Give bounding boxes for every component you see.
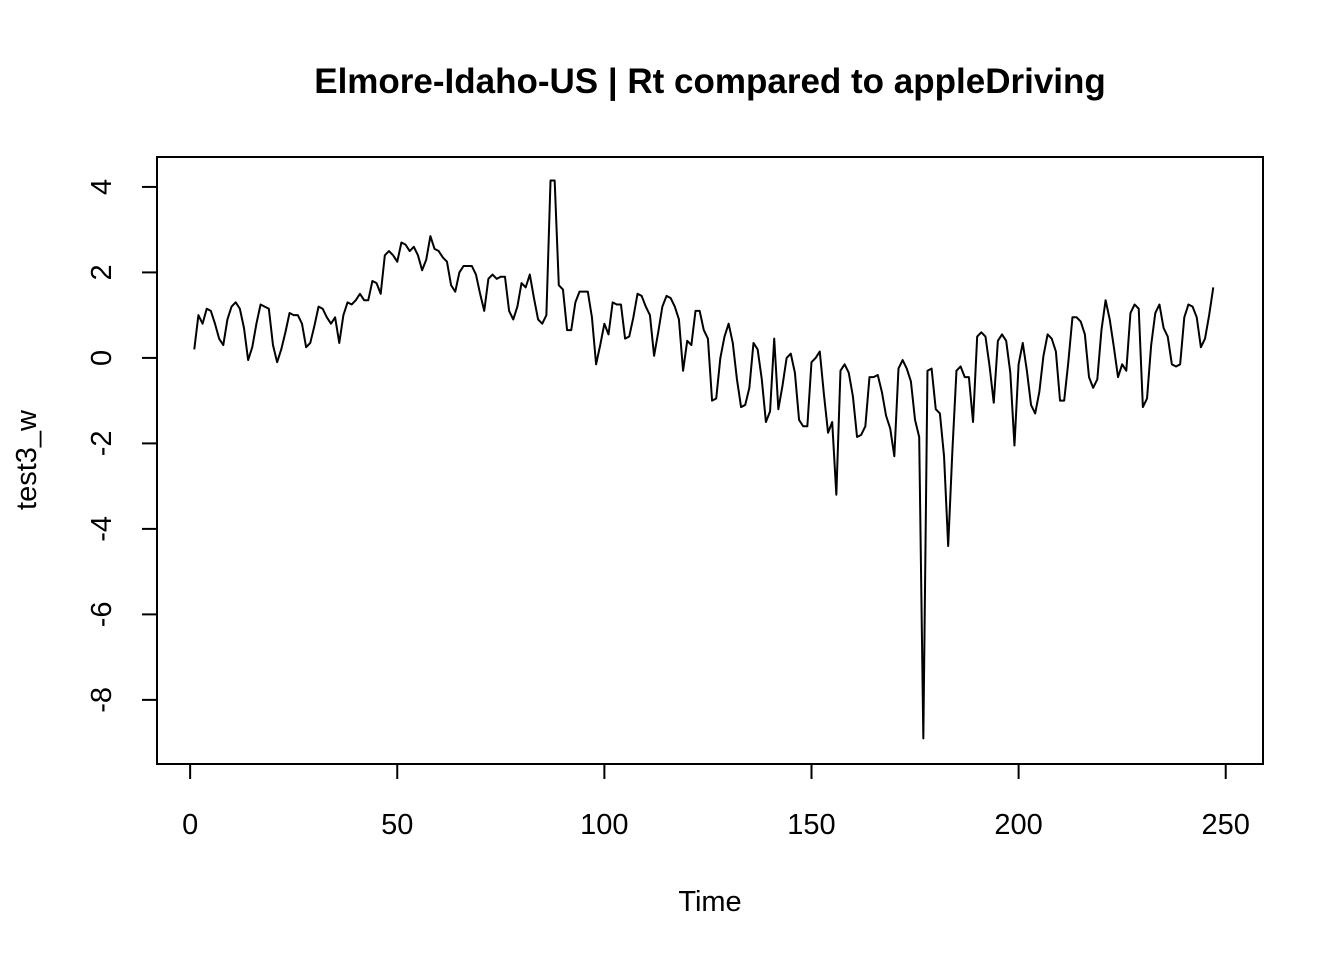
y-tick-label: -8 bbox=[86, 687, 118, 713]
x-tick-label: 0 bbox=[182, 809, 198, 841]
x-axis-title: Time bbox=[678, 886, 741, 918]
chart-title: Elmore-Idaho-US | Rt compared to appleDr… bbox=[314, 62, 1106, 101]
y-tick-label: 2 bbox=[86, 264, 118, 280]
y-tick-label: -4 bbox=[86, 516, 118, 542]
plot-area-border bbox=[156, 156, 1264, 765]
y-axis: -8 -6 -4 -2 0 2 4 bbox=[86, 179, 158, 713]
x-tick-label: 50 bbox=[381, 809, 413, 841]
series-line bbox=[193, 179, 1215, 740]
x-tick-label: 250 bbox=[1202, 809, 1250, 841]
y-tick-label: -6 bbox=[86, 601, 118, 627]
y-tick-label: -2 bbox=[86, 431, 118, 457]
x-axis: 0 50 100 150 200 250 bbox=[182, 763, 1250, 841]
y-axis-title: test3_w bbox=[11, 409, 43, 510]
y-tick-label: 4 bbox=[86, 179, 118, 195]
x-tick-label: 150 bbox=[787, 809, 835, 841]
x-tick-label: 100 bbox=[580, 809, 628, 841]
y-tick-label: 0 bbox=[86, 350, 118, 366]
x-tick-label: 200 bbox=[994, 809, 1042, 841]
